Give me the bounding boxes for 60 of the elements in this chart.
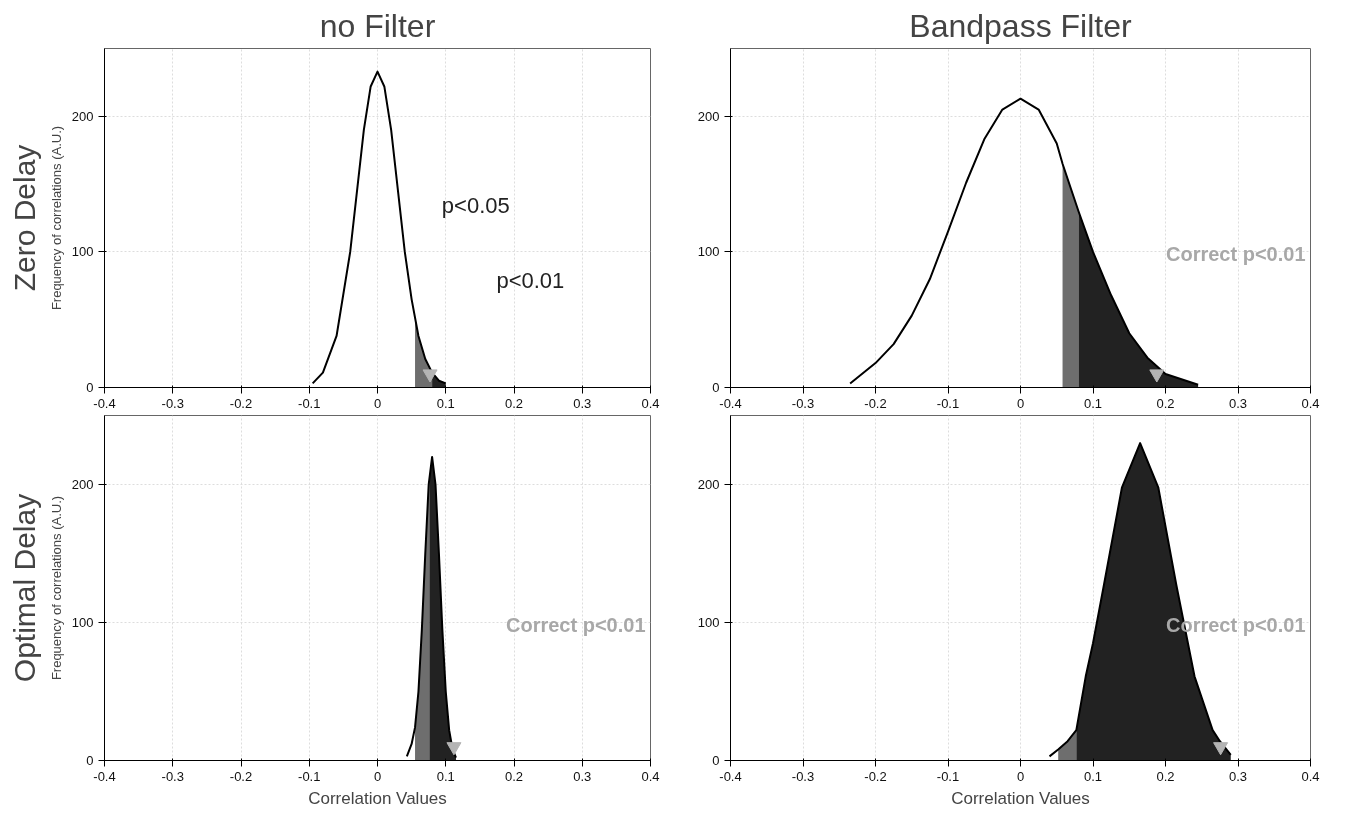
x-tick-label: 0.1 (1083, 768, 1103, 784)
x-tick-label: 0 (373, 768, 382, 784)
y-tick-label: 0 (712, 380, 720, 395)
x-tick-label: -0.3 (161, 395, 184, 411)
x-tick-label: 0.4 (641, 768, 660, 784)
x-tick-label: 0.2 (1156, 395, 1175, 411)
x-tick-label: -0.4 (93, 395, 116, 411)
y-tick-label: 200 (697, 108, 720, 124)
x-tick-label: -0.4 (719, 395, 742, 411)
annotation: p<0.01 (496, 267, 565, 293)
x-tick-label: 0.1 (436, 395, 455, 411)
y-tick-label: 100 (697, 615, 720, 630)
x-tick-label: -0.3 (161, 768, 184, 784)
x-tick-label: 0.1 (436, 768, 455, 784)
chart-title: no Filter (319, 7, 436, 44)
x-tick-label: -0.2 (864, 395, 887, 411)
x-tick-label: 0 (1016, 768, 1025, 784)
x-tick-label: 0.2 (504, 768, 524, 784)
x-tick-label: -0.2 (229, 395, 253, 411)
x-axis-title: Correlation Values (308, 788, 447, 808)
annotation: p<0.05 (441, 193, 510, 218)
x-tick-label: 0.3 (573, 768, 592, 784)
x-tick-label: 0.3 (573, 395, 592, 411)
x-tick-label: 0.4 (1301, 768, 1320, 784)
y-axis-title: Frequency of correlations (A.U.) (48, 125, 64, 311)
text: Zero Delay (7, 144, 41, 292)
y-tick-label: 100 (71, 615, 94, 630)
annotation: Correct p<0.01 (1165, 243, 1306, 266)
y-tick-label: 0 (86, 380, 94, 395)
x-tick-label: -0.1 (298, 768, 321, 784)
x-tick-label: -0.1 (298, 395, 321, 411)
x-tick-label: -0.4 (93, 768, 116, 784)
y-tick-label: 200 (697, 477, 720, 492)
x-tick-label: -0.2 (229, 768, 253, 784)
x-tick-label: 0.3 (1228, 395, 1248, 411)
y-tick-label: 0 (712, 753, 720, 768)
x-tick-label: 0 (1016, 395, 1025, 411)
chart-title: Bandpass Filter (909, 7, 1133, 44)
x-tick-label: 0 (373, 395, 382, 411)
x-tick-label: -0.2 (864, 768, 887, 784)
x-tick-label: -0.1 (936, 395, 960, 411)
y-tick-label: 100 (71, 244, 94, 260)
y-tick-label: 200 (71, 108, 94, 124)
x-tick-label: 0.2 (1156, 768, 1175, 784)
x-axis-title: Correlation Values (951, 788, 1090, 808)
annotation: Correct p<0.01 (505, 614, 646, 637)
y-axis-title: Frequency of correlations (A.U.) (48, 495, 64, 681)
x-tick-label: 0.4 (1301, 395, 1320, 411)
x-tick-label: -0.3 (791, 395, 815, 411)
x-tick-label: -0.3 (791, 768, 815, 784)
x-tick-label: 0.1 (1083, 395, 1103, 411)
y-tick-label: 0 (86, 753, 94, 768)
x-tick-label: 0.4 (641, 395, 660, 411)
x-tick-label: -0.1 (936, 768, 960, 784)
x-tick-label: -0.4 (719, 768, 742, 784)
x-tick-label: 0.3 (1228, 768, 1248, 784)
y-tick-label: 200 (71, 477, 94, 492)
x-tick-label: 0.2 (504, 395, 524, 411)
text: Optimal Delay (7, 493, 41, 683)
y-tick-label: 100 (697, 244, 720, 260)
